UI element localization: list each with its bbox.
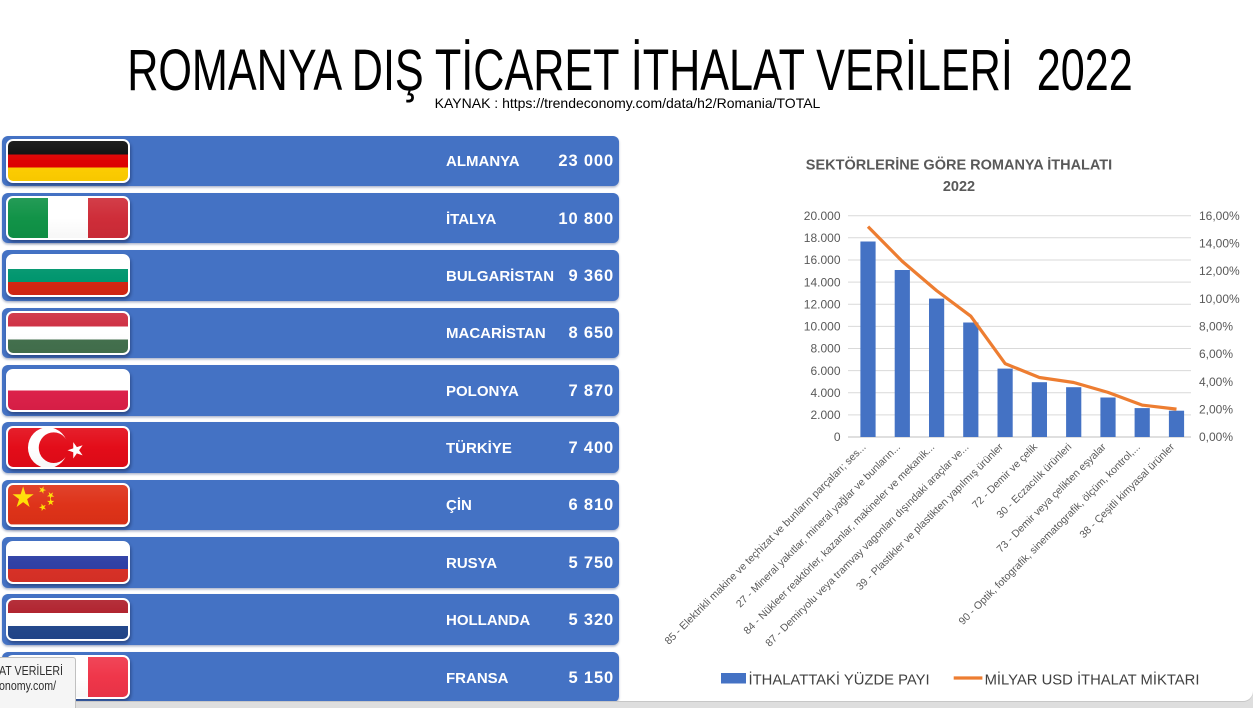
svg-text:2.000: 2.000 (810, 408, 840, 422)
svg-text:4,00%: 4,00% (1199, 375, 1233, 389)
svg-text:12,00%: 12,00% (1199, 264, 1240, 278)
svg-text:14,00%: 14,00% (1199, 237, 1240, 251)
svg-text:0,00%: 0,00% (1199, 430, 1233, 444)
svg-text:4.000: 4.000 (810, 386, 840, 400)
svg-text:8.000: 8.000 (810, 342, 840, 356)
svg-text:İTHALATTAKİ YÜZDE PAYI: İTHALATTAKİ YÜZDE PAYI (749, 671, 930, 689)
svg-text:14.000: 14.000 (804, 275, 841, 289)
svg-text:SEKTÖRLERİNE GÖRE ROMANYA İTHA: SEKTÖRLERİNE GÖRE ROMANYA İTHALATI (806, 157, 1112, 174)
svg-text:6.000: 6.000 (810, 364, 840, 378)
svg-text:6,00%: 6,00% (1199, 347, 1233, 361)
svg-text:10.000: 10.000 (804, 320, 841, 334)
svg-text:12.000: 12.000 (804, 297, 841, 311)
svg-text:0: 0 (834, 430, 841, 444)
svg-text:20.000: 20.000 (804, 209, 841, 223)
svg-text:2022: 2022 (943, 179, 975, 195)
svg-text:8,00%: 8,00% (1199, 320, 1233, 334)
svg-text:16,00%: 16,00% (1199, 209, 1240, 223)
svg-text:10,00%: 10,00% (1199, 292, 1240, 306)
svg-text:18.000: 18.000 (804, 231, 841, 245)
svg-text:16.000: 16.000 (804, 253, 841, 267)
svg-text:2,00%: 2,00% (1199, 403, 1233, 417)
svg-text:MİLYAR USD İTHALAT MİKTARI: MİLYAR USD İTHALAT MİKTARI (985, 671, 1200, 689)
